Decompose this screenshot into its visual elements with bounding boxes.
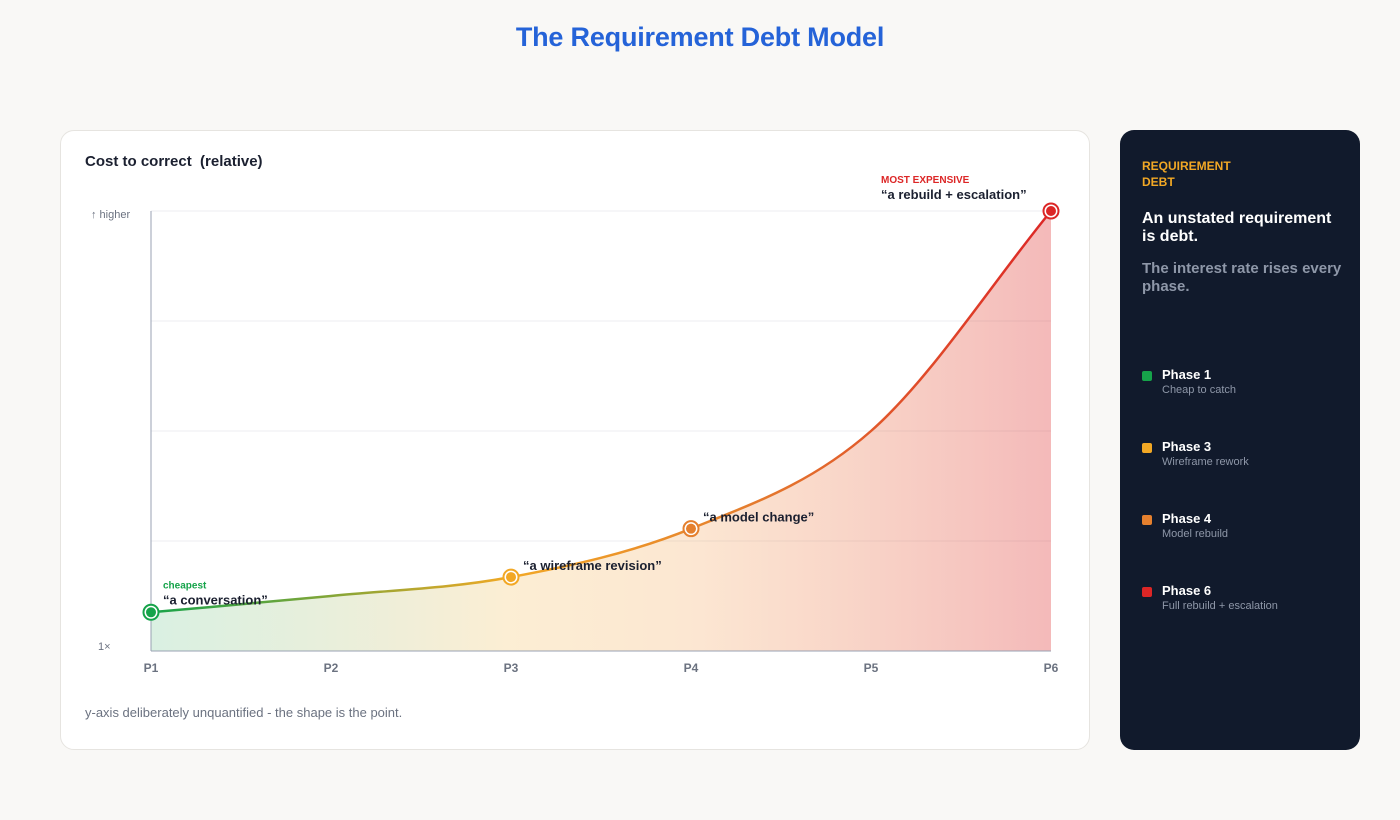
x-tick-label: P6 — [1044, 661, 1059, 675]
legend-item-phase-4: Phase 4 Model rebuild — [1142, 511, 1342, 545]
chart-title: Cost to correct (relative) — [85, 153, 263, 170]
y-axis-top-label: ↑ higher — [91, 209, 130, 221]
legend-desc: Wireframe rework — [1162, 456, 1249, 468]
annotation-tag: cheapest — [163, 580, 207, 591]
data-point — [506, 572, 516, 583]
x-tick-labels: P1 P2 P3 P4 P5 P6 — [144, 661, 1059, 675]
data-point — [686, 523, 696, 534]
side-panel: REQUIREMENT DEBT An unstated requirement… — [1120, 130, 1360, 750]
legend-desc: Model rebuild — [1162, 528, 1229, 540]
x-tick-label: P4 — [684, 661, 699, 675]
page-title: The Requirement Debt Model — [515, 22, 885, 52]
legend-swatch — [1142, 443, 1152, 453]
annotation-tag: MOST EXPENSIVE — [881, 175, 970, 186]
y-axis-bottom-label: 1× — [98, 641, 111, 653]
side-subheading: The interest rate rises every phase. — [1142, 260, 1342, 295]
cost-curve-line — [150, 210, 1052, 614]
side-tag: REQUIREMENT DEBT — [1142, 159, 1231, 189]
legend-title: Phase 1 — [1162, 367, 1212, 382]
legend-item-phase-3: Phase 3 Wireframe rework — [1142, 439, 1342, 473]
x-tick-label: P2 — [324, 661, 339, 675]
data-points — [142, 202, 1060, 621]
annotation-quote: “a conversation” — [163, 592, 268, 607]
annotation-quote: “a rebuild + escalation” — [881, 187, 1027, 202]
legend-swatch — [1142, 371, 1152, 381]
x-tick-label: P3 — [504, 661, 519, 675]
legend-title: Phase 6 — [1162, 583, 1212, 598]
annotations: cheapest“a conversation” “a wireframe rev… — [163, 175, 1027, 607]
x-tick-label: P1 — [144, 661, 159, 675]
data-point — [146, 607, 156, 618]
debt-curve-chart: ↑ higher 1× P1 P2 P3 P4 P5 P6 cheapest“a conv… — [91, 175, 1060, 675]
legend-title: Phase 3 — [1162, 439, 1212, 454]
legend-desc: Full rebuild + escalation — [1162, 600, 1278, 612]
legend-swatch — [1142, 587, 1152, 597]
data-point — [1046, 206, 1056, 216]
cost-area — [151, 211, 1051, 651]
legend-swatch — [1142, 515, 1152, 525]
legend-title: Phase 4 — [1162, 511, 1212, 526]
annotation-quote: “a wireframe revision” — [523, 558, 662, 573]
legend-item-phase-1: Phase 1 Cheap to catch — [1142, 367, 1342, 401]
chart-footnote: y-axis deliberately unquantified - the s… — [85, 705, 403, 720]
legend-item-phase-6: Phase 6 Full rebuild + escalation — [1142, 583, 1342, 617]
annotation-quote: “a model change” — [703, 510, 814, 525]
legend-desc: Cheap to catch — [1162, 384, 1236, 396]
chart-card: Cost to correct (relative) ↑ higher 1× P… — [60, 130, 1090, 750]
side-heading: An unstated requirement is debt. — [1142, 210, 1332, 245]
x-tick-label: P5 — [864, 661, 879, 675]
